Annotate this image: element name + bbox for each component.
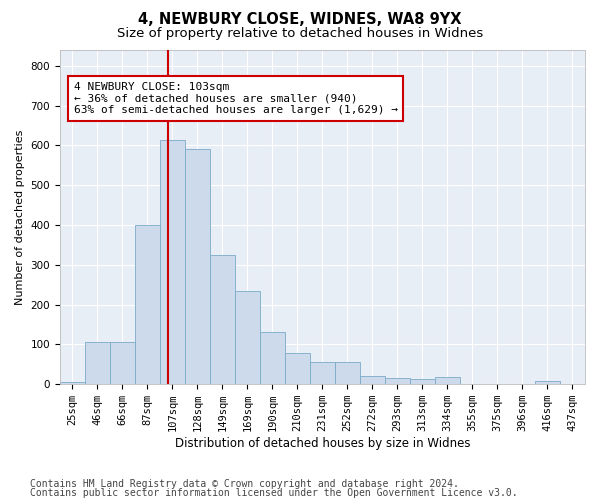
Text: Contains public sector information licensed under the Open Government Licence v3: Contains public sector information licen…	[30, 488, 518, 498]
Bar	[85, 342, 110, 384]
Bar	[235, 290, 260, 384]
Bar	[60, 382, 85, 384]
Text: Contains HM Land Registry data © Crown copyright and database right 2024.: Contains HM Land Registry data © Crown c…	[30, 479, 459, 489]
Bar	[185, 150, 210, 384]
Text: Size of property relative to detached houses in Widnes: Size of property relative to detached ho…	[117, 28, 483, 40]
Text: 4, NEWBURY CLOSE, WIDNES, WA8 9YX: 4, NEWBURY CLOSE, WIDNES, WA8 9YX	[138, 12, 462, 28]
Text: 4 NEWBURY CLOSE: 103sqm
← 36% of detached houses are smaller (940)
63% of semi-d: 4 NEWBURY CLOSE: 103sqm ← 36% of detache…	[74, 82, 398, 115]
Y-axis label: Number of detached properties: Number of detached properties	[15, 130, 25, 305]
Bar	[160, 140, 185, 384]
Bar	[135, 225, 160, 384]
Bar	[310, 362, 335, 384]
Bar	[110, 342, 135, 384]
X-axis label: Distribution of detached houses by size in Widnes: Distribution of detached houses by size …	[175, 437, 470, 450]
Bar	[210, 255, 235, 384]
Bar	[535, 381, 560, 384]
Bar	[335, 362, 360, 384]
Bar	[385, 378, 410, 384]
Bar	[285, 353, 310, 384]
Bar	[360, 376, 385, 384]
Bar	[260, 332, 285, 384]
Bar	[410, 379, 435, 384]
Bar	[435, 378, 460, 384]
